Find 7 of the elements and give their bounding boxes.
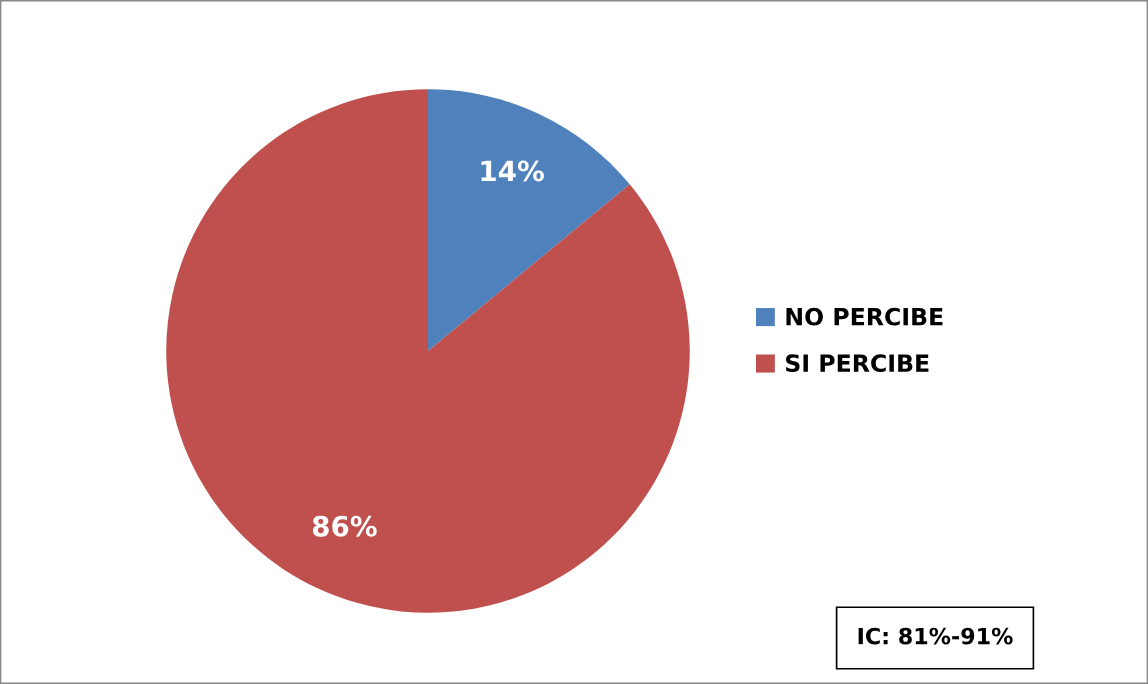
legend-label: NO PERCIBE	[786, 307, 943, 326]
legend-label: SI PERCIBE	[786, 354, 929, 373]
pie-slice	[166, 89, 690, 613]
pie-slice	[428, 89, 630, 351]
data-label: 14%	[481, 160, 544, 182]
data-label: 86%	[312, 515, 377, 537]
text: IC: 81%-91%	[858, 627, 1013, 645]
